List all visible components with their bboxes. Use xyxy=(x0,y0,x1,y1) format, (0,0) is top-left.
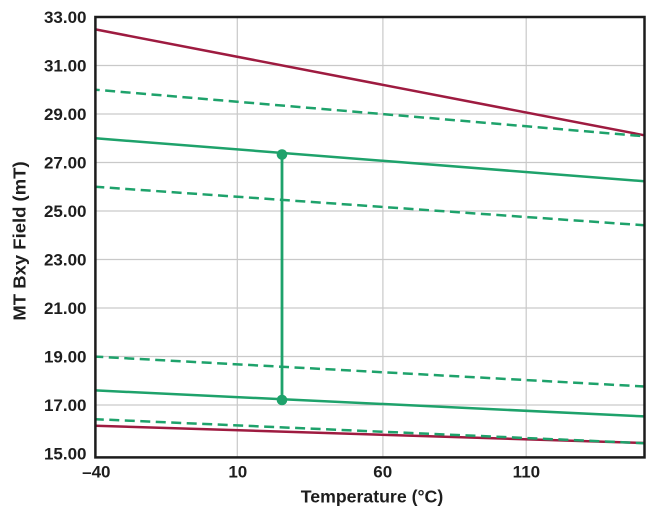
svg-text:27.00: 27.00 xyxy=(44,153,87,172)
svg-text:19.00: 19.00 xyxy=(44,347,87,366)
svg-text:21.00: 21.00 xyxy=(44,299,87,318)
svg-text:110: 110 xyxy=(513,463,540,482)
svg-text:Temperature (°C): Temperature (°C) xyxy=(301,486,444,506)
svg-text:10: 10 xyxy=(228,463,247,482)
svg-text:MT Bxy Field (mT): MT Bxy Field (mT) xyxy=(10,161,30,320)
svg-text:29.00: 29.00 xyxy=(44,105,87,124)
svg-text:33.00: 33.00 xyxy=(44,8,87,27)
svg-text:15.00: 15.00 xyxy=(44,444,87,463)
svg-text:–40: –40 xyxy=(82,463,110,482)
svg-text:25.00: 25.00 xyxy=(44,202,87,221)
svg-text:60: 60 xyxy=(373,463,392,482)
svg-text:31.00: 31.00 xyxy=(44,56,87,75)
svg-text:17.00: 17.00 xyxy=(44,396,87,415)
svg-text:23.00: 23.00 xyxy=(44,250,87,269)
